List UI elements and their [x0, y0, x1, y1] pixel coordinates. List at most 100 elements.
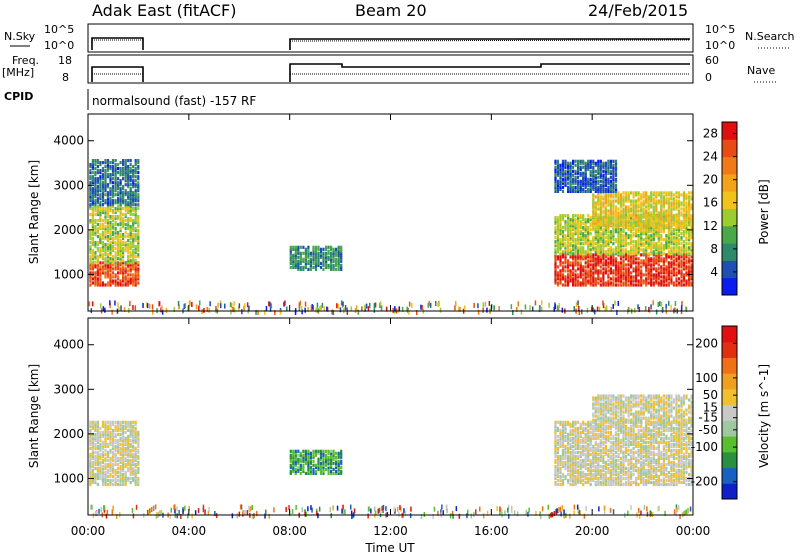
noise-speck [477, 303, 479, 309]
data-cell [312, 449, 315, 453]
data-cell [127, 177, 130, 181]
data-cell [592, 448, 595, 452]
data-cell [647, 219, 650, 223]
data-cell [294, 245, 297, 249]
data-cell [134, 279, 137, 283]
data-cell [622, 283, 625, 287]
data-cell [594, 242, 597, 246]
data-cell [554, 275, 557, 279]
data-cell [599, 255, 602, 259]
data-cell [122, 279, 125, 283]
noise-speck [454, 305, 456, 311]
data-cell [117, 474, 120, 479]
data-cell [101, 468, 105, 473]
data-cell [117, 265, 120, 269]
data-cell [117, 263, 120, 267]
data-cell [111, 442, 115, 446]
data-cell [662, 238, 665, 242]
data-cell [122, 440, 125, 444]
noise-speck [628, 306, 631, 312]
data-cell [109, 249, 112, 253]
data-cell [89, 249, 92, 253]
data-cell [612, 181, 615, 185]
data-cell [579, 171, 582, 175]
data-cell [124, 446, 127, 450]
data-cell [574, 454, 577, 458]
data-cell [335, 249, 338, 253]
data-cell [109, 438, 112, 442]
data-cell [109, 436, 112, 440]
data-cell [690, 265, 693, 269]
data-cell [134, 261, 137, 265]
data-cell [614, 248, 618, 252]
data-cell [127, 478, 130, 483]
data-cell [667, 277, 670, 281]
data-cell [132, 438, 135, 442]
data-cell [304, 455, 307, 459]
data-cell [554, 434, 557, 438]
data-cell [114, 227, 117, 231]
data-cell [645, 240, 648, 244]
data-cell [657, 236, 660, 240]
data-cell [96, 255, 99, 259]
data-cell [127, 239, 130, 243]
data-cell [330, 469, 333, 473]
data-cell [584, 173, 587, 177]
data-cell [337, 463, 340, 467]
data-cell [554, 446, 557, 450]
data-cell [127, 281, 130, 285]
data-cell [645, 246, 648, 250]
data-cell [650, 240, 653, 244]
data-cell [640, 203, 643, 207]
data-cell [604, 267, 607, 271]
data-cell [124, 204, 127, 209]
data-cell [122, 462, 125, 467]
data-cell [299, 261, 302, 265]
data-cell [111, 456, 115, 460]
data-cell [134, 161, 137, 165]
data-cell [559, 430, 562, 434]
data-cell [106, 430, 110, 434]
data-cell [89, 193, 92, 197]
data-cell [657, 191, 660, 195]
data-cell [592, 474, 595, 479]
data-cell [89, 235, 92, 239]
data-cell [99, 267, 102, 271]
noise-speck [118, 306, 120, 312]
data-cell [594, 259, 597, 263]
data-cell [599, 265, 602, 269]
data-cell [99, 247, 102, 251]
data-cell [101, 249, 105, 253]
data-cell [609, 215, 612, 219]
data-cell [317, 451, 320, 455]
data-cell [129, 458, 132, 462]
data-cell [561, 426, 565, 430]
data-cell [675, 205, 678, 209]
data-cell [609, 277, 612, 281]
data-cell [589, 187, 592, 191]
data-cell [677, 201, 681, 205]
data-cell [592, 179, 595, 183]
data-cell [114, 432, 117, 436]
data-cell [609, 169, 612, 173]
data-cell [564, 214, 567, 218]
data-cell [340, 455, 343, 459]
data-cell [597, 213, 600, 217]
data-cell [554, 428, 557, 432]
power-x-ticks [87, 114, 694, 311]
data-cell [597, 189, 600, 193]
data-cell [677, 205, 681, 209]
data-cell [307, 457, 310, 461]
noise-speck [558, 305, 560, 311]
data-cell [604, 187, 607, 191]
data-cell [589, 216, 592, 220]
data-cell [667, 223, 670, 227]
data-cell [129, 227, 132, 231]
data-cell [579, 159, 582, 163]
data-cell [592, 263, 595, 267]
data-cell [640, 219, 643, 223]
data-cell [302, 259, 305, 263]
data-cell [622, 207, 625, 211]
data-cell [657, 234, 660, 238]
data-cell [587, 244, 590, 248]
